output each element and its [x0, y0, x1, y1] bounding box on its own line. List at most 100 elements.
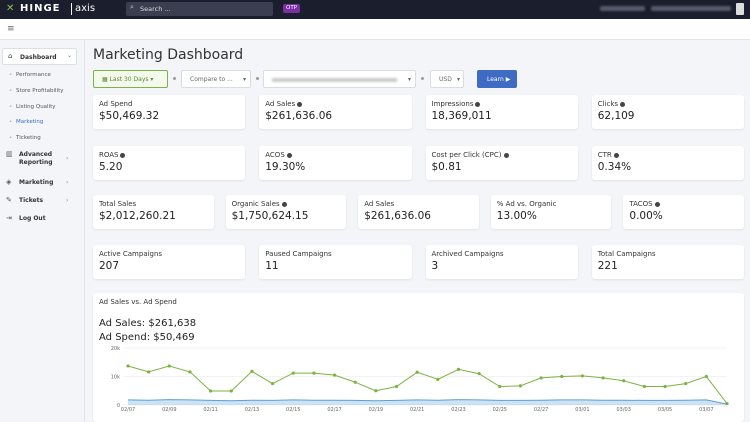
submenu-item[interactable]: Performance	[9, 72, 51, 78]
kpi-label: ACOS	[265, 151, 292, 159]
info-icon[interactable]	[120, 152, 126, 158]
submenu-item[interactable]: Ticketing	[9, 135, 41, 141]
x-tick-label: 02/13	[245, 407, 259, 413]
chevron: ▾	[407, 76, 411, 83]
line	[127, 365, 728, 404]
x-tick-label: 02/27	[534, 407, 548, 413]
kpi-label-text: TACOS	[629, 200, 653, 208]
area	[128, 399, 727, 405]
kpi-value: 3	[431, 260, 439, 272]
line	[127, 399, 728, 405]
search-box[interactable]: ⌕ Search ...	[126, 2, 273, 16]
kpi-value: 19.30%	[265, 161, 306, 173]
kpi-card: Total Sales $2,012,260.21	[93, 195, 214, 229]
point	[498, 384, 502, 389]
point	[436, 377, 440, 381]
point	[188, 370, 192, 374]
kpi-card: Ad Sales $261,636.06	[358, 195, 479, 229]
kpi-card: Paused Campaigns 11	[259, 245, 412, 279]
submenu-item[interactable]: Marketing	[9, 119, 44, 125]
point	[229, 389, 233, 393]
kpi-card: ROAS 5.20	[93, 146, 246, 180]
separator-dot	[256, 77, 259, 80]
chevron: ▾	[456, 76, 460, 83]
point	[456, 367, 461, 371]
kpi-label: Ad Sales	[364, 200, 394, 208]
kpi-card: Impressions 18,369,011	[425, 95, 578, 129]
x-tick-label: 03/03	[617, 407, 631, 413]
point	[147, 370, 151, 374]
currency-select[interactable]: USD ▾	[430, 70, 464, 88]
account-select[interactable]: ▾	[263, 70, 416, 88]
y-tick-label: 10k	[111, 375, 120, 381]
info-icon[interactable]	[613, 152, 619, 158]
otp-badge[interactable]: OTP	[283, 4, 301, 13]
kpi-label-text: Total Sales	[99, 200, 137, 208]
kpi-value: $0.81	[431, 161, 462, 173]
kpi-label-text: Clicks	[597, 100, 619, 108]
chevron: ›	[66, 155, 69, 162]
kpi-card: Archived Campaigns 3	[425, 245, 578, 279]
kpi-label-text: ACOS	[265, 151, 285, 159]
compare-select[interactable]: Compare to ... ▾	[181, 70, 251, 88]
kpi-card: TACOS 0.00%	[623, 195, 744, 229]
sidebar: ⌂ Dashboard ⌄ Performance Store Profitabi…	[0, 40, 85, 422]
kpi-label: Organic Sales	[232, 200, 287, 208]
chevron: ›	[66, 197, 69, 204]
kpi-label: Active Campaigns	[99, 250, 162, 258]
user-avatar[interactable]	[736, 3, 744, 15]
kpi-card: % Ad vs. Organic 13.00%	[490, 195, 612, 229]
kpi-card: Organic Sales $1,750,624.15	[225, 195, 347, 229]
date-range-button[interactable]: ▦ Last 30 Days ▾	[93, 70, 168, 88]
kpi-card: Ad Spend $50,469.32	[93, 95, 246, 129]
kpi-card: Clicks 62,109	[591, 95, 744, 129]
kpi-value: 62,109	[597, 110, 635, 122]
info-icon[interactable]	[620, 101, 626, 107]
kpi-label-text: Cost per Click (CPC)	[431, 151, 502, 159]
submenu-item[interactable]: Listing Quality	[9, 104, 55, 110]
dashboard-menu[interactable]: ⌂ Dashboard ⌄	[2, 48, 77, 65]
info-icon[interactable]	[286, 152, 292, 158]
kpi-label: Paused Campaigns	[265, 250, 331, 258]
menu-item[interactable]: Tickets	[19, 197, 44, 204]
x-tick-label: 02/11	[203, 407, 217, 413]
kpi-value: 221	[597, 260, 618, 272]
kpi-value: 0.00%	[629, 210, 663, 222]
point	[518, 384, 523, 388]
sub-bar: ≡	[0, 19, 750, 40]
kpi-label: ROAS	[99, 151, 126, 159]
info-icon[interactable]	[503, 152, 509, 158]
kpi-label: Ad Spend	[99, 100, 132, 108]
kpi-label: Impressions	[432, 100, 481, 108]
kpi-label-text: Ad Sales	[265, 100, 296, 108]
kpi-label-text: Total Campaigns	[597, 250, 656, 258]
chart-summary: Ad Spend: $50,469	[99, 332, 195, 343]
kpi-label: TACOS	[629, 200, 660, 208]
info-icon[interactable]	[475, 101, 481, 107]
x-tick-label: 02/09	[162, 407, 176, 413]
info-icon[interactable]	[281, 201, 287, 207]
kpi-label: % Ad vs. Organic	[497, 200, 557, 208]
point	[312, 371, 316, 375]
learn-button[interactable]: Learn ▶	[477, 70, 517, 88]
menu-item[interactable]: Advanced Reporting	[19, 151, 53, 166]
point	[704, 374, 708, 379]
x-tick-label: 03/05	[658, 407, 672, 413]
menu-toggle[interactable]: ≡	[7, 24, 15, 34]
logo: HINGE	[20, 3, 61, 14]
kpi-label-text: % Ad vs. Organic	[496, 200, 557, 208]
info-icon[interactable]	[654, 201, 660, 207]
submenu-item[interactable]: Store Profitability	[9, 88, 63, 94]
chart-title: Ad Sales vs. Ad Spend	[99, 298, 177, 306]
kpi-card: Cost per Click (CPC) $0.81	[425, 146, 578, 180]
kpi-value: 0.34%	[597, 161, 632, 173]
menu-label: Dashboard	[20, 54, 57, 61]
point	[167, 364, 171, 368]
menu-item[interactable]: Log Out	[19, 215, 46, 222]
top-bar: ✕ HINGE axis ⌕ Search ... OTP	[0, 0, 750, 19]
chart-summary: Ad Sales: $261,638	[99, 318, 196, 329]
kpi-label: CTR	[598, 151, 619, 159]
info-icon[interactable]	[297, 101, 303, 107]
menu-item[interactable]: Marketing	[19, 179, 54, 186]
kpi-label-text: Paused Campaigns	[265, 250, 332, 258]
